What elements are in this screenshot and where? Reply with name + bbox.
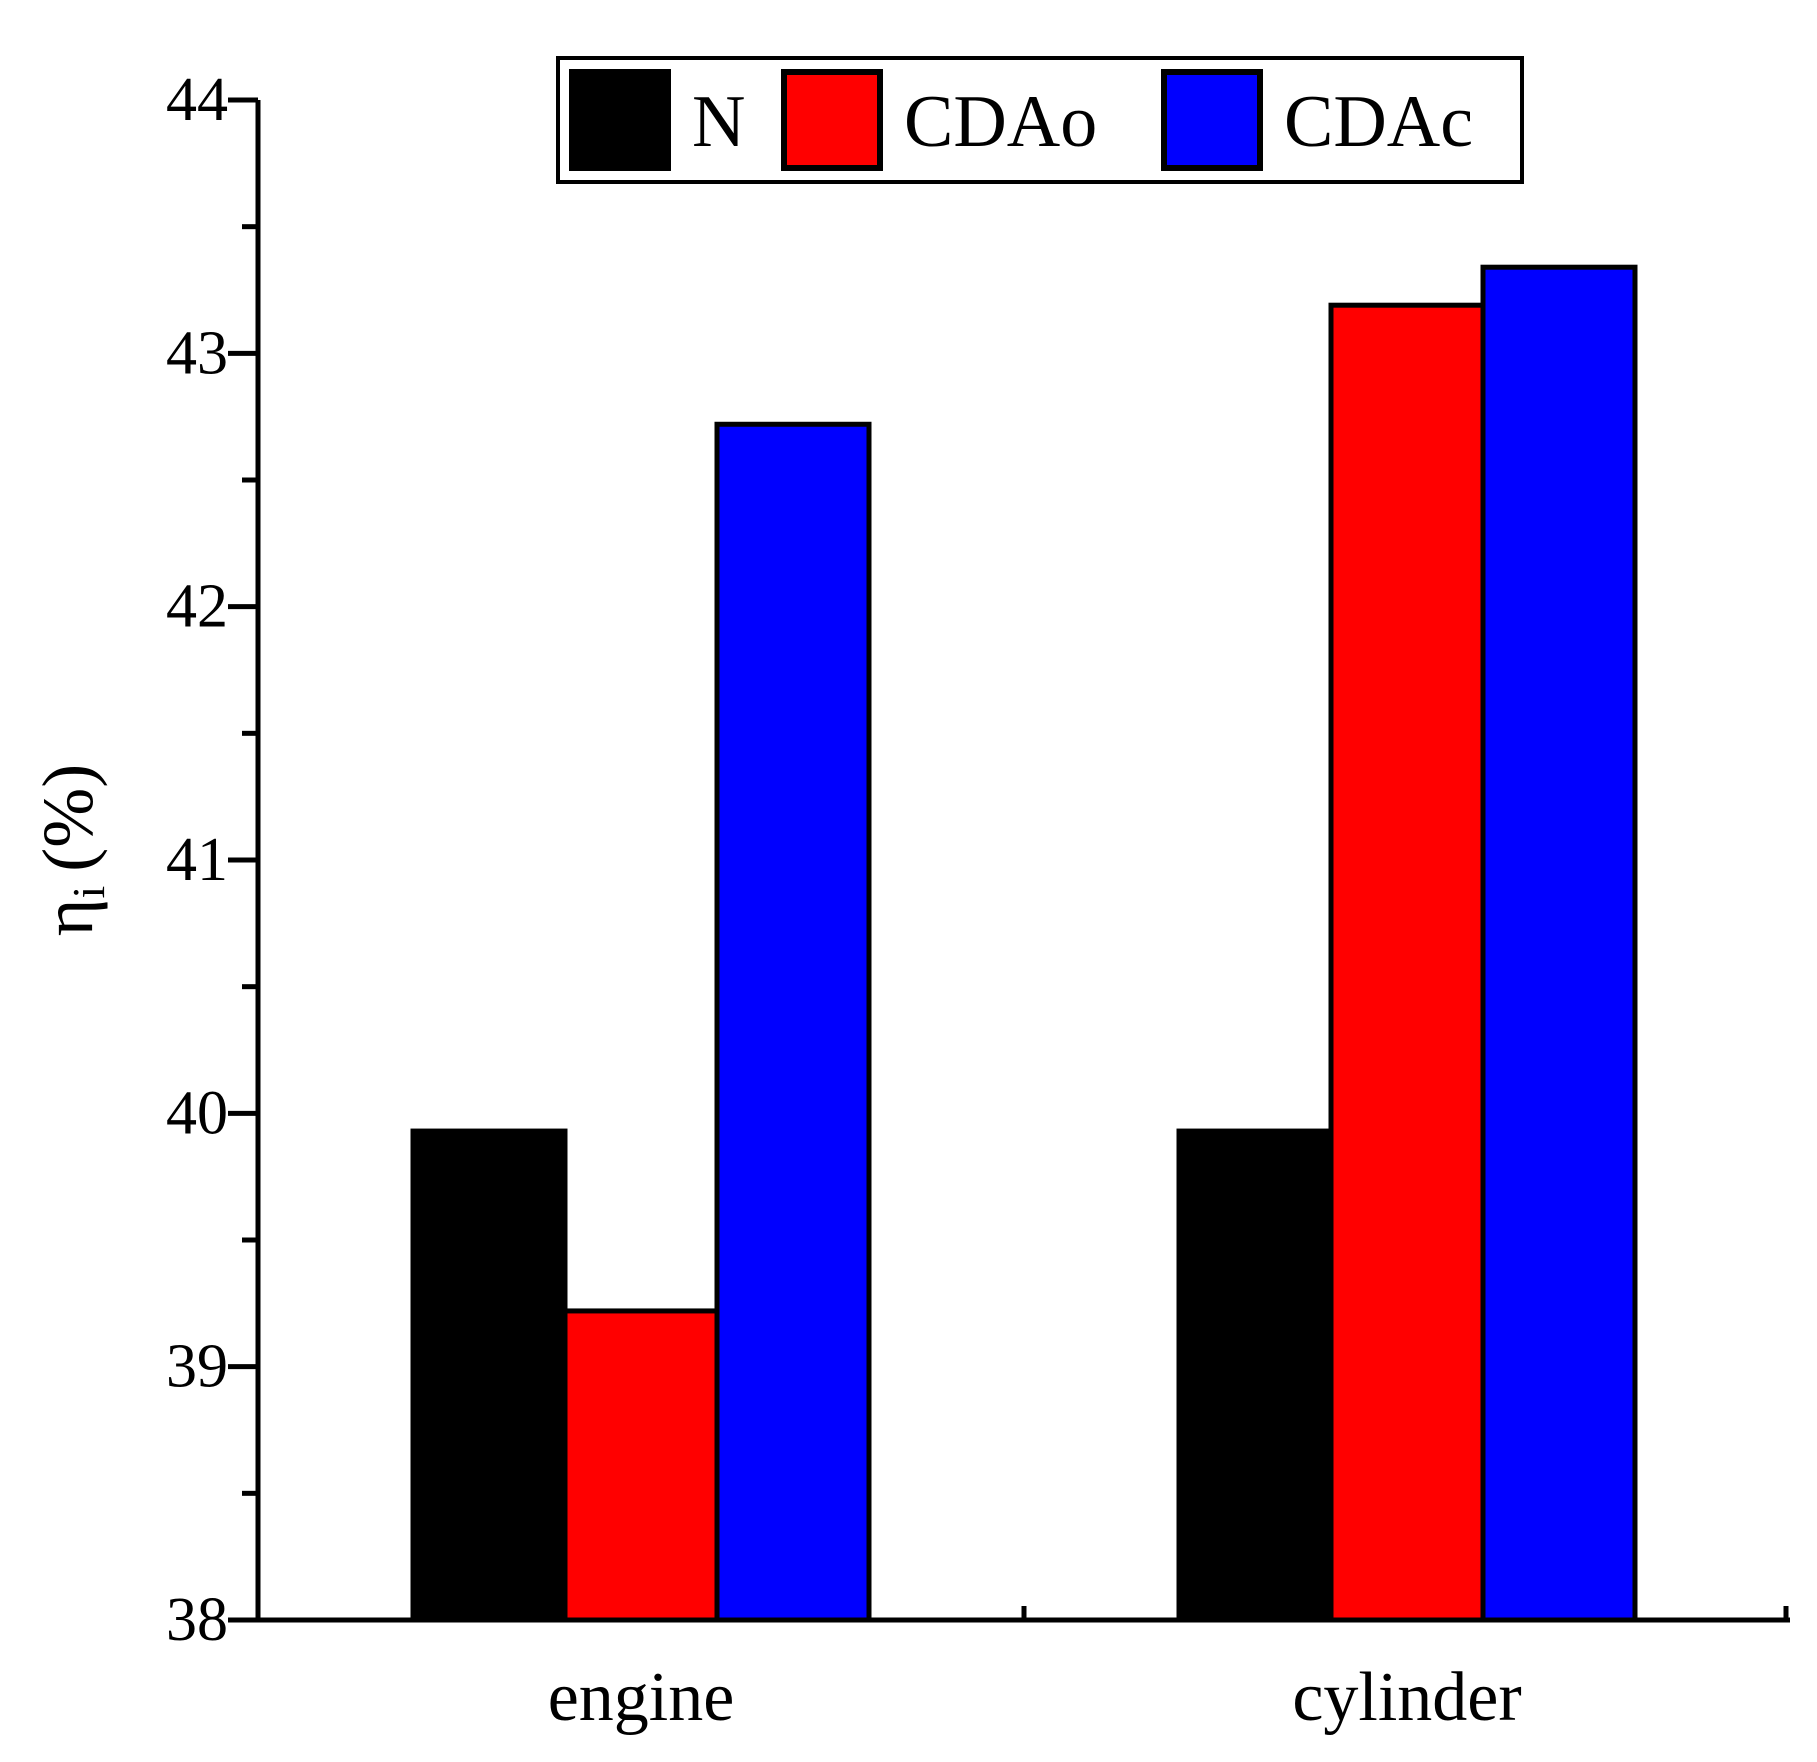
x-category-label: engine (548, 1659, 735, 1736)
bar-engine-cdao (562, 1308, 720, 1623)
y-axis-label: ηi (%) (28, 764, 114, 936)
legend-label-cdac: CDAc (1284, 81, 1473, 163)
y-axis-label-unit: (%) (28, 764, 108, 872)
legend-swatch-cdac (1161, 69, 1263, 171)
y-tick-label: 43 (166, 319, 228, 387)
legend-label-n: N (692, 81, 745, 163)
y-tick-label: 42 (166, 573, 228, 641)
y-tick-label: 38 (166, 1586, 228, 1654)
bars-layer (410, 264, 1638, 1623)
legend-swatch-n (569, 69, 671, 171)
bar-cylinder-cdao (1328, 302, 1486, 1623)
bar-engine-cdac (714, 421, 872, 1623)
y-tick-label: 39 (166, 1333, 228, 1401)
y-axis-label-subscript: i (63, 886, 114, 899)
y-tick-label: 40 (166, 1079, 228, 1147)
x-category-label: cylinder (1292, 1659, 1521, 1736)
bar-engine-n (410, 1128, 568, 1623)
y-tick-label: 41 (166, 826, 228, 894)
ticks-layer: 38 39 40 41 42 43 44 engine cylinder (166, 66, 1789, 1736)
legend-swatch-cdao (781, 69, 883, 171)
bar-cylinder-n (1176, 1128, 1334, 1623)
y-axis-label-symbol: η (28, 899, 108, 937)
legend-box (556, 56, 1524, 184)
legend: N CDAo CDAc (556, 56, 1524, 184)
y-tick-label: 44 (166, 66, 228, 134)
bar-cylinder-cdac (1480, 264, 1638, 1623)
legend-label-cdao: CDAo (904, 81, 1097, 163)
